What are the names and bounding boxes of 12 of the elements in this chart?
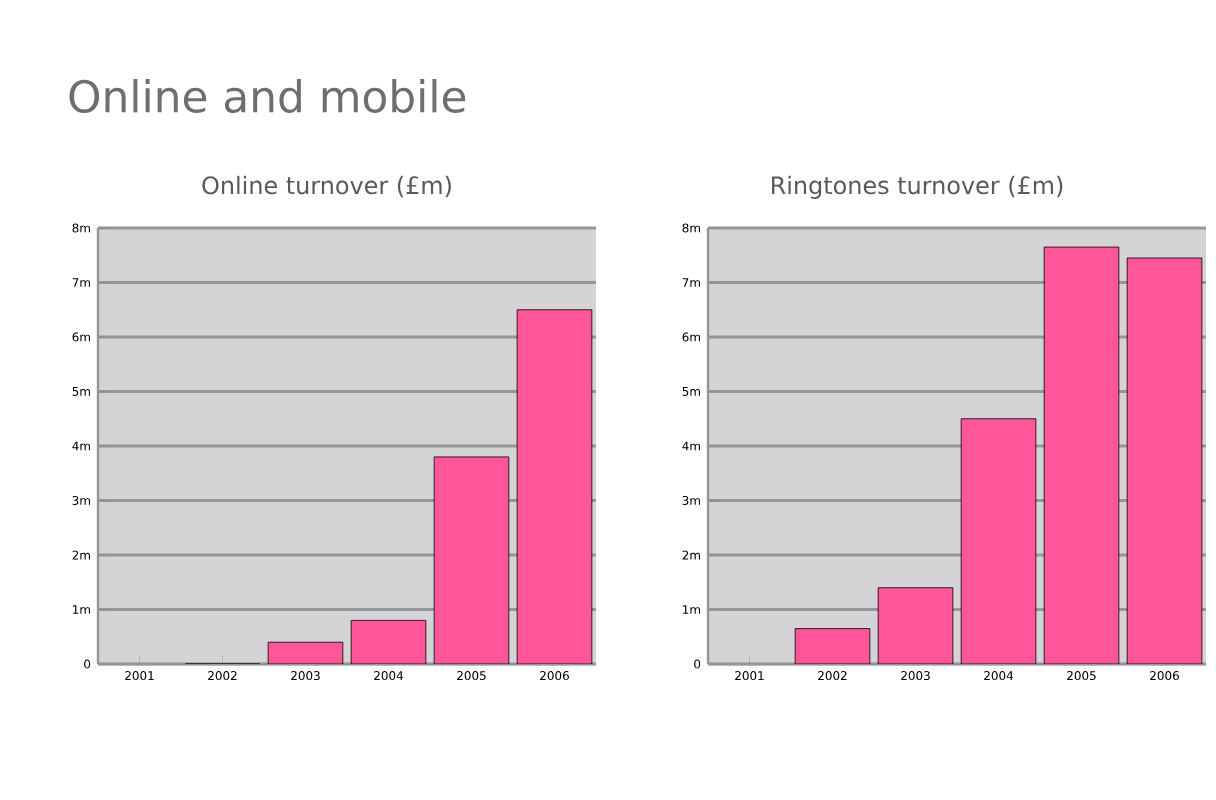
chart-title: Ringtones turnover (£m) xyxy=(772,175,1063,199)
bar xyxy=(1043,246,1120,664)
bar xyxy=(877,587,954,664)
bar xyxy=(1126,257,1203,664)
bar xyxy=(350,620,427,664)
chart-subtitle: Online turnover (£m) xyxy=(202,175,451,198)
chart-title: Online and mobile xyxy=(69,79,466,113)
bar xyxy=(268,642,343,664)
bar xyxy=(960,418,1037,664)
bar xyxy=(516,309,593,664)
bar xyxy=(794,628,871,664)
bar xyxy=(433,456,510,664)
